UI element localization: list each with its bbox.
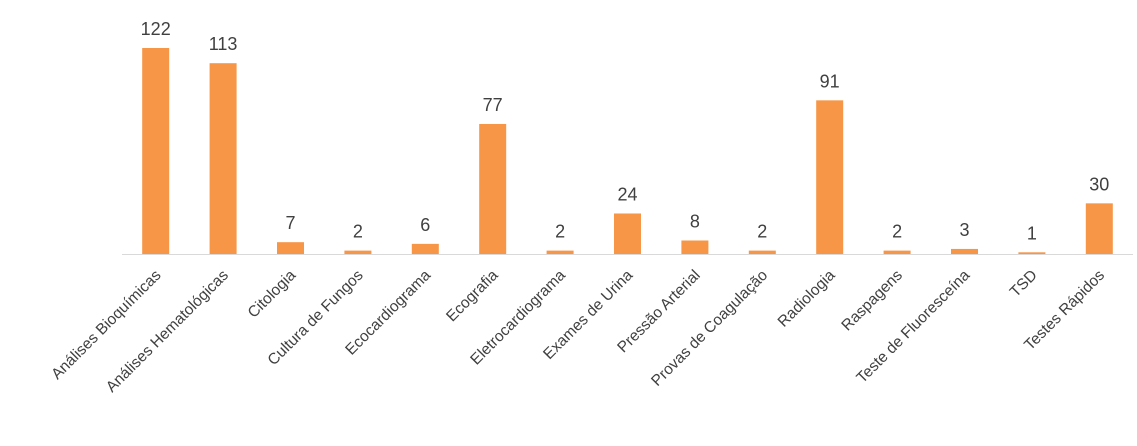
data-label-10: 91 (820, 71, 840, 91)
category-label-11: Raspagens (838, 267, 906, 335)
bar-4 (411, 243, 439, 254)
data-label-1: 113 (209, 34, 238, 54)
bar-8 (681, 240, 709, 254)
category-label-12: Teste de Fluoresceína (853, 267, 973, 387)
bar-1 (209, 63, 237, 255)
bar-11 (883, 250, 911, 254)
bars-group (142, 48, 1113, 255)
data-label-14: 30 (1089, 174, 1109, 194)
bar-9 (748, 250, 776, 254)
data-label-4: 6 (420, 215, 430, 235)
data-label-8: 8 (690, 211, 700, 231)
data-label-3: 2 (353, 222, 363, 242)
data-label-12: 3 (959, 220, 969, 240)
category-label-1: Análises Hematológicas (103, 267, 232, 396)
bar-6 (546, 250, 574, 254)
bar-0 (142, 48, 170, 254)
data-label-2: 7 (285, 213, 295, 233)
category-label-13: TSD (1007, 267, 1041, 301)
data-label-5: 77 (483, 95, 503, 115)
category-label-10: Radiologia (775, 267, 839, 331)
bar-3 (344, 250, 372, 254)
category-label-0: Análises Bioquímicas (48, 267, 164, 383)
data-labels-group: 122 113 7 2 6 77 2 24 8 2 91 2 3 1 30 (141, 19, 1110, 243)
bar-7 (614, 213, 641, 254)
category-label-5: Ecografia (443, 267, 502, 326)
bar-10 (816, 100, 844, 254)
bar-12 (951, 248, 978, 254)
data-label-13: 1 (1027, 223, 1037, 243)
bar-14 (1085, 203, 1113, 254)
data-label-11: 2 (892, 222, 902, 242)
data-label-0: 122 (141, 19, 171, 39)
category-label-9: Provas de Coagulação (648, 267, 771, 390)
data-label-6: 2 (555, 222, 565, 242)
bar-5 (479, 123, 507, 254)
bar-2 (277, 242, 304, 254)
data-label-9: 2 (757, 222, 767, 242)
bar-13 (1018, 252, 1046, 254)
category-label-2: Citologia (245, 267, 300, 322)
data-label-7: 24 (617, 184, 637, 204)
